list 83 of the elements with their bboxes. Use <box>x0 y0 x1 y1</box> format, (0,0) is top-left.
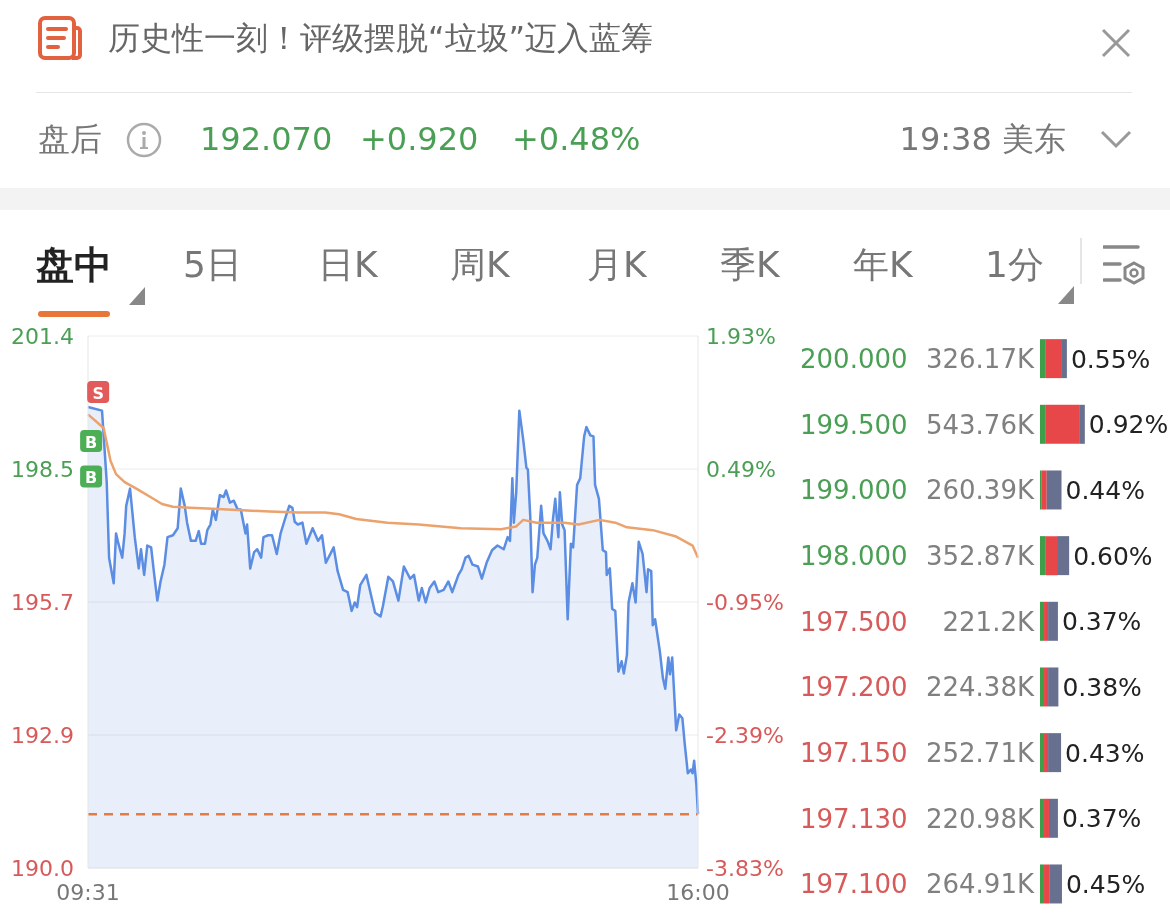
bar <box>1041 470 1047 510</box>
bar <box>1048 733 1062 773</box>
y-tick-label: 197.130 <box>800 803 908 834</box>
bar <box>1040 667 1045 707</box>
y-tick-label: 195.7 <box>11 589 74 615</box>
text: 年K <box>853 243 913 287</box>
annotation: 0.37% <box>1061 803 1142 833</box>
annotation: 0.37% <box>1061 606 1142 636</box>
y2-tick-label: -2.39% <box>706 722 784 748</box>
text: 盘中 <box>36 242 112 288</box>
text: 224.38K <box>925 672 1035 703</box>
text: 盘后 <box>38 119 102 160</box>
y-tick-label: 190.0 <box>11 855 74 881</box>
text: +0.48% <box>512 119 641 160</box>
bar <box>1079 404 1085 444</box>
text: 326.17K <box>925 343 1035 374</box>
y-tick-label: 197.500 <box>800 606 908 637</box>
annotation: 0.60% <box>1073 541 1153 571</box>
bar <box>1040 733 1045 773</box>
bar <box>1040 864 1045 904</box>
y2-tick-label: -3.83% <box>706 855 784 881</box>
bar <box>1044 667 1049 707</box>
bar <box>1049 864 1062 904</box>
text: 220.98K <box>925 803 1035 834</box>
text: +0.920 <box>360 119 479 160</box>
bar <box>1057 536 1070 576</box>
y-tick-label: 197.150 <box>800 737 908 768</box>
annotation: 0.55% <box>1070 344 1151 374</box>
text: 月K <box>587 243 647 287</box>
text: 19:38 美东 <box>899 119 1066 160</box>
bar <box>1044 601 1049 641</box>
bar <box>1044 864 1050 904</box>
bar <box>1045 404 1080 444</box>
text: 352.87K <box>925 540 1035 571</box>
bar <box>1061 339 1067 379</box>
text: 264.91K <box>925 869 1035 900</box>
text: B <box>85 467 98 487</box>
bar <box>1044 733 1049 773</box>
text: 1分 <box>985 243 1044 287</box>
bar <box>1040 536 1046 576</box>
text: 日K <box>318 243 378 287</box>
annotation: 0.44% <box>1065 475 1145 505</box>
y-tick-label: 200.000 <box>800 343 908 374</box>
y-tick-label: 197.200 <box>800 672 908 703</box>
series-label: S <box>92 383 104 403</box>
y-tick-label: 199.000 <box>800 475 908 506</box>
annotation: 0.38% <box>1062 672 1142 702</box>
bar <box>1045 339 1062 379</box>
x-tick-label: 09:31 <box>56 880 120 905</box>
bar <box>1045 536 1058 576</box>
text: 5日 <box>183 243 242 287</box>
text: 季K <box>720 243 780 287</box>
y2-tick-label: -0.95% <box>706 589 784 615</box>
y-tick-label: 198.000 <box>800 540 908 571</box>
annotation: 0.43% <box>1065 738 1145 768</box>
bar <box>1040 798 1045 838</box>
text: 历史性一刻！评级摆脱“垃圾”迈入蓝筹 <box>108 18 654 59</box>
bar <box>1046 470 1062 510</box>
text: 周K <box>450 243 510 287</box>
y-tick-label: 198.5 <box>11 456 74 482</box>
bar <box>1048 601 1058 641</box>
text: 221.2K <box>942 606 1035 637</box>
y2-tick-label: 1.93% <box>706 323 776 349</box>
bar <box>1048 798 1058 838</box>
bar <box>1040 339 1046 379</box>
text: 543.76K <box>925 409 1035 440</box>
y-tick-label: 192.9 <box>11 722 74 748</box>
text: 192.070 <box>200 119 333 160</box>
y-tick-label: 199.500 <box>800 409 908 440</box>
series-label: B <box>85 432 98 452</box>
y2-tick-label: 0.49% <box>706 456 776 482</box>
text: 252.71K <box>925 737 1035 768</box>
text: 260.39K <box>925 475 1035 506</box>
bar <box>1040 404 1046 444</box>
line-series <box>86 413 700 559</box>
x-tick-label: 16:00 <box>666 880 730 905</box>
annotation: 0.45% <box>1065 869 1146 899</box>
y-tick-label: 201.4 <box>11 323 74 349</box>
y-tick-label: 197.100 <box>800 869 908 900</box>
bar <box>1048 667 1059 707</box>
bar <box>1044 798 1049 838</box>
bar <box>1040 601 1045 641</box>
text: 0.92% <box>1088 409 1169 439</box>
